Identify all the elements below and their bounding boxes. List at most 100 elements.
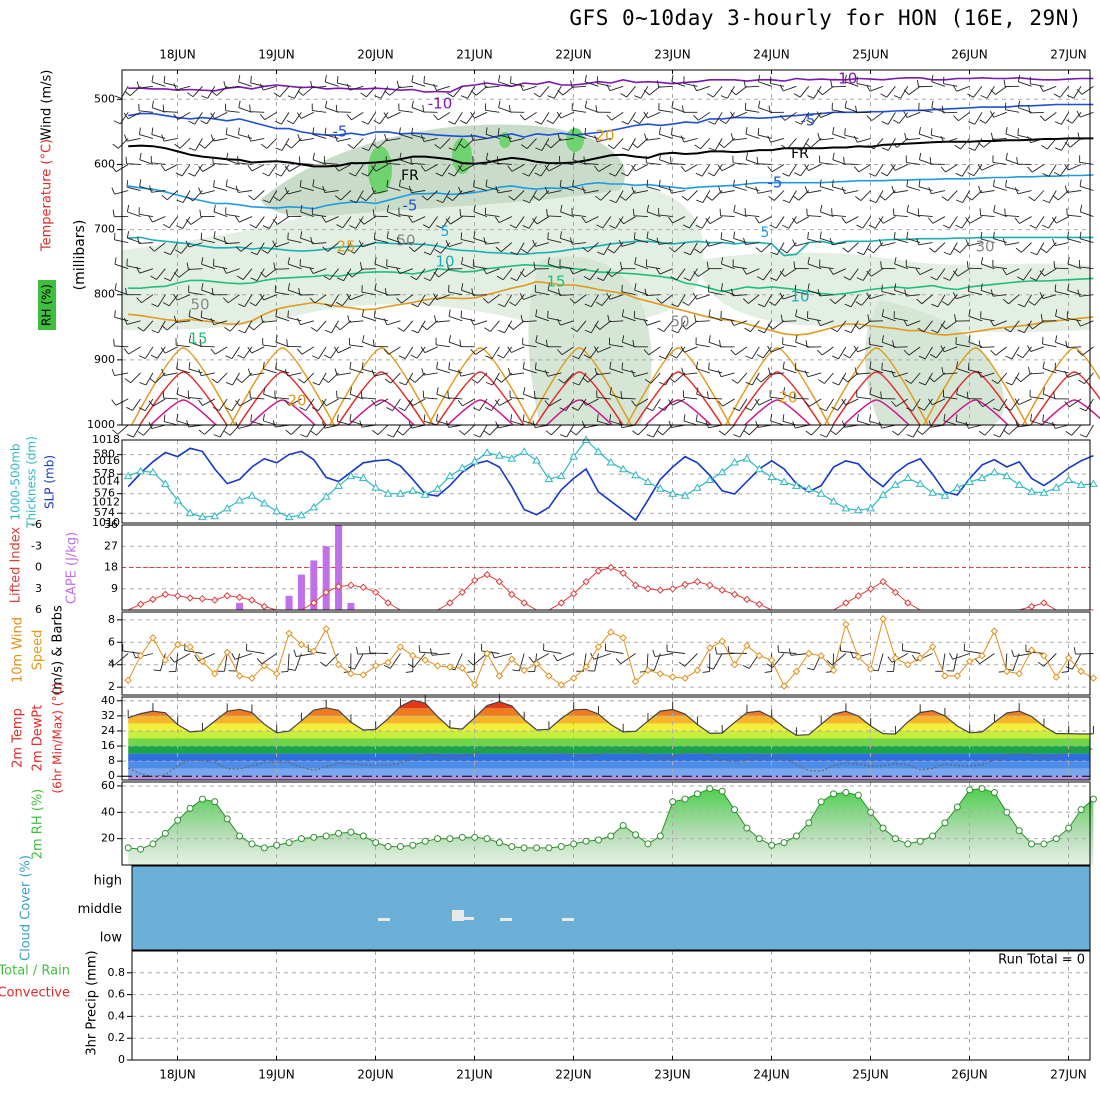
wind-barb-feather [943, 224, 950, 229]
wind-barb-feather [880, 261, 882, 269]
wind-barb-feather [284, 165, 290, 172]
wind-barb [201, 263, 215, 270]
wind-barb-feather [273, 92, 281, 98]
wind-barb-feather [887, 656, 893, 663]
wind-barb [1018, 398, 1032, 406]
wind-barb [597, 346, 611, 353]
rh-point [471, 833, 479, 841]
wind-barb [238, 190, 252, 193]
wind-barb-feather [422, 224, 430, 229]
wind-barb [881, 242, 896, 247]
wind-barb-feather [644, 133, 647, 141]
wind-barb-feather [656, 237, 660, 245]
date-label-bottom: 18JUN [159, 1068, 196, 1082]
wind-barb-feather [792, 239, 796, 247]
wind-barb-feather [915, 268, 921, 275]
wind-barb-feather [680, 345, 685, 353]
wind-barb [299, 265, 314, 270]
wind-barb [640, 86, 649, 99]
wind-barb [572, 85, 587, 88]
wind-barb [861, 294, 872, 306]
wind-barb-feather [496, 275, 504, 281]
wind-barb-feather [323, 275, 331, 281]
wind-barb-feather [912, 654, 917, 662]
wind-barb-feather [1029, 224, 1037, 229]
wind-barb [993, 185, 1007, 191]
wind-speed-point [619, 634, 627, 642]
wind-barb-feather [1065, 340, 1068, 348]
wind-barb [151, 81, 166, 87]
wind-speed-point [842, 620, 850, 629]
wind-barb [387, 111, 401, 119]
wind-barb [832, 133, 847, 139]
wind-speed-point [743, 641, 751, 650]
wind-barb-feather [211, 90, 217, 96]
wind-barb-feather [832, 152, 835, 160]
wind-speed-point [136, 651, 145, 660]
wind-barb [1044, 268, 1057, 277]
wind-barb [659, 159, 673, 165]
temp-tick-label: 24 [101, 724, 115, 737]
wind-barb-feather [150, 354, 158, 359]
wind-barb [411, 424, 426, 429]
wind-barb [398, 242, 413, 245]
lifted-index-axis-label: Lifted Index [9, 526, 24, 603]
wind-barb [819, 294, 834, 297]
wind-barb [498, 134, 512, 139]
wind-barb-feather [779, 292, 784, 300]
wind-barb [461, 263, 475, 270]
boundary-layer-isotherm [1041, 399, 1100, 426]
wind-barb-feather [272, 240, 277, 248]
wind-barb [144, 398, 154, 411]
wind-barb-feather [321, 216, 327, 223]
wind-speed-point [495, 672, 504, 680]
wind-barb [114, 239, 129, 244]
wind-barb [609, 85, 624, 92]
wind-barb [968, 291, 983, 296]
wind-barb [430, 242, 438, 255]
wind-barb [590, 294, 599, 307]
rh-shading [528, 256, 652, 425]
wind-barb-feather [868, 172, 876, 177]
boundary-layer-isotherm [645, 399, 712, 426]
wind-barb-feather [149, 185, 152, 193]
wind-barb-feather [570, 80, 573, 88]
wind-barb-feather [670, 354, 677, 359]
wind-barb-feather [213, 434, 221, 438]
wind-barb [813, 86, 822, 99]
wind-barb-feather [250, 251, 258, 256]
wind-barb [997, 372, 1008, 384]
wind-barb [379, 112, 389, 124]
lifted-index-point [483, 570, 491, 579]
li-tick-label: 0 [35, 561, 42, 574]
wind-barb-feather [498, 329, 505, 334]
wind-barb-feather [620, 261, 623, 269]
wind-barb-feather [162, 391, 165, 399]
wind-barb [393, 424, 401, 438]
wind-barb [721, 263, 735, 270]
wind-barb-feather [804, 400, 810, 407]
wind-barb-feather [714, 647, 718, 655]
wind-barb-feather [1005, 127, 1008, 135]
wind-barb [557, 653, 574, 662]
wind-barb-feather [423, 414, 426, 422]
wind-barb-feather [619, 195, 626, 201]
wind-barb [968, 242, 983, 247]
wind-speed-point [582, 663, 590, 671]
wind-barb [264, 111, 277, 121]
wind-barb-feather [259, 83, 264, 91]
wind-barb [833, 268, 847, 275]
wind-barb [454, 164, 463, 177]
wind-barb [799, 86, 810, 98]
wind-barb [213, 163, 228, 165]
wind-barb-feather [1076, 89, 1083, 95]
wind-barb [504, 294, 513, 307]
wind-barb [1054, 242, 1069, 246]
wind-barb [795, 424, 809, 429]
wind-speed-point [248, 674, 256, 682]
wind-barb-feather [446, 196, 453, 201]
isotherm--10 [128, 76, 1094, 93]
wind-barb-feather [544, 165, 550, 172]
wind-barb [845, 216, 859, 224]
wind-barb-feather [371, 369, 375, 377]
